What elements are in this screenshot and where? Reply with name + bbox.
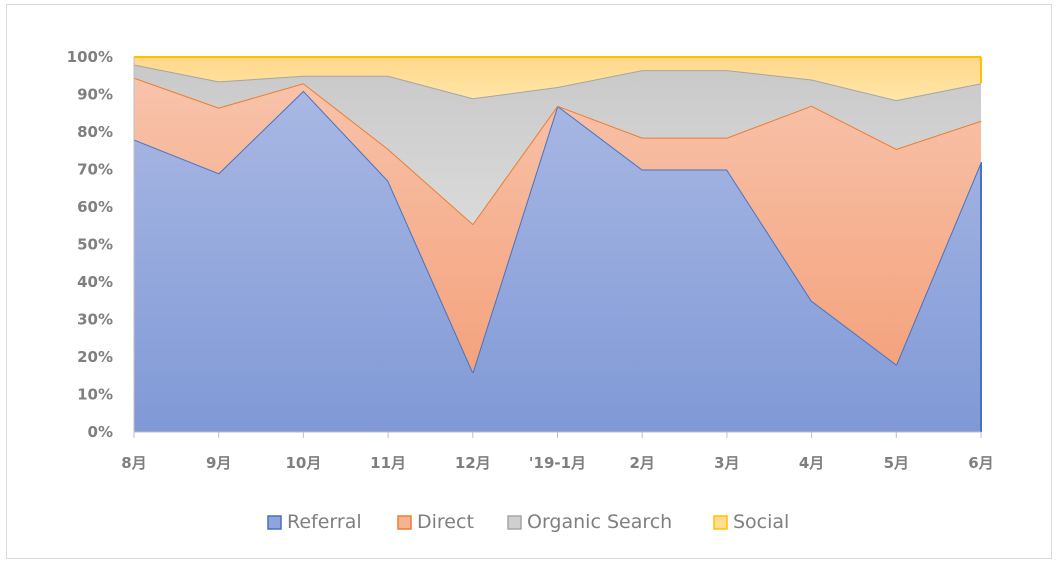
legend-label-direct: Direct bbox=[417, 511, 474, 533]
x-tick-label: 6月 bbox=[968, 454, 993, 472]
y-tick-label: 100% bbox=[67, 48, 113, 66]
x-tick-label: 2月 bbox=[629, 454, 654, 472]
y-tick-label: 0% bbox=[88, 423, 113, 441]
legend-label-organic-search: Organic Search bbox=[527, 511, 672, 533]
legend-swatch-referral bbox=[267, 515, 282, 530]
x-axis-tick-labels: 8月 9月 10月 11月 12月 '19-1月 2月 3月 4月 5月 6月 bbox=[121, 454, 993, 472]
x-tick-label: '19-1月 bbox=[529, 454, 586, 472]
y-tick-label: 70% bbox=[77, 161, 113, 179]
y-tick-label: 20% bbox=[77, 348, 113, 366]
x-tick-label: 11月 bbox=[370, 454, 406, 472]
area-referral bbox=[134, 90, 981, 432]
x-tick-label: 8月 bbox=[121, 454, 146, 472]
y-axis-tick-labels: 0% 10% 20% 30% 40% 50% 60% 70% 80% 90% 100% bbox=[67, 48, 113, 441]
axes bbox=[133, 57, 982, 438]
legend-swatch-direct bbox=[397, 515, 412, 530]
x-tick-label: 3月 bbox=[714, 454, 739, 472]
y-tick-label: 80% bbox=[77, 123, 113, 141]
x-tick-label: 5月 bbox=[884, 454, 909, 472]
area-direct bbox=[134, 77, 981, 372]
x-tick-label: 12月 bbox=[455, 454, 491, 472]
y-tick-label: 90% bbox=[77, 86, 113, 104]
area-organic-search bbox=[134, 64, 981, 224]
legend-label-referral: Referral bbox=[287, 511, 362, 533]
legend-swatch-organic-search bbox=[507, 515, 522, 530]
y-tick-label: 60% bbox=[77, 198, 113, 216]
legend-label-social: Social bbox=[733, 511, 789, 533]
y-tick-label: 40% bbox=[77, 273, 113, 291]
series-areas bbox=[133, 56, 982, 432]
x-tick-label: 4月 bbox=[799, 454, 824, 472]
x-tick-label: 10月 bbox=[285, 454, 321, 472]
legend: Referral Direct Organic Search Social bbox=[267, 511, 789, 533]
legend-swatch-social bbox=[713, 515, 728, 530]
area-social bbox=[134, 57, 981, 101]
y-tick-label: 10% bbox=[77, 386, 113, 404]
y-tick-label: 50% bbox=[77, 236, 113, 254]
x-tick-label: 9月 bbox=[206, 454, 231, 472]
y-tick-label: 30% bbox=[77, 311, 113, 329]
